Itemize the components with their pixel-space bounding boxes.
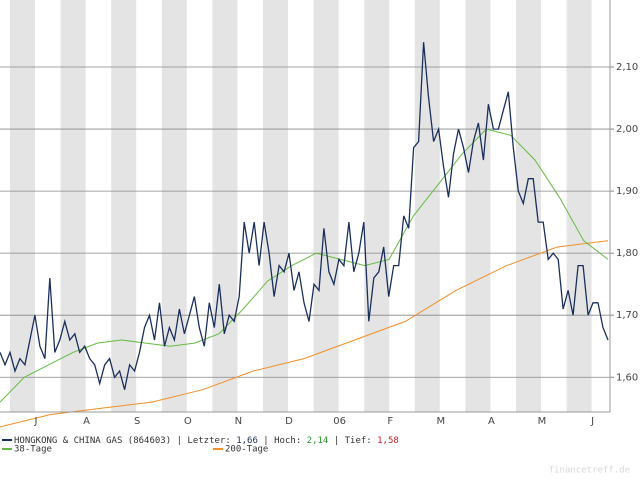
x-tick-label: D	[285, 416, 293, 427]
stripe	[414, 0, 440, 412]
stripe	[566, 0, 592, 412]
legend-swatch	[2, 448, 12, 450]
legend-text: HONGKONG & CHINA GAS (864603) | Letzter:…	[14, 436, 399, 446]
legend-part: Tief:	[345, 436, 372, 446]
legend-part: Letzter:	[187, 436, 230, 446]
x-tick-label: S	[134, 416, 140, 427]
y-tick-label: 2,00	[616, 124, 638, 135]
y-tick-label: 1,80	[616, 248, 638, 259]
stripe	[364, 0, 390, 412]
x-tick-label: O	[184, 416, 192, 427]
plot-background	[0, 0, 610, 412]
lines	[0, 42, 609, 428]
y-tick-label: 1,90	[616, 186, 638, 197]
x-tick-label: N	[235, 416, 242, 427]
stripe	[465, 0, 491, 412]
legend-part: |	[334, 436, 339, 446]
stripe	[161, 0, 187, 412]
line	[0, 240, 609, 428]
stat-value: 1,66	[236, 436, 258, 446]
legend-part: |	[177, 436, 182, 446]
legend-part: |	[263, 436, 268, 446]
stripe	[263, 0, 288, 412]
x-tick-label: J	[34, 416, 38, 427]
stripes	[10, 0, 592, 412]
x-tick-label: A	[83, 416, 90, 427]
line	[0, 42, 609, 390]
stripe	[60, 0, 86, 412]
y-tick-label: 1,60	[616, 372, 638, 383]
x-tick-label: M	[436, 416, 445, 427]
stripe	[516, 0, 541, 412]
y-tick-label: 1,70	[616, 310, 638, 321]
source: financetreff.de	[549, 466, 630, 476]
x-tick-label: F	[387, 416, 393, 427]
stripe	[111, 0, 137, 412]
stripe	[10, 0, 35, 412]
x-tick-label: 06	[333, 416, 346, 427]
x-tick-label: M	[538, 416, 547, 427]
legend-swatch	[2, 439, 12, 441]
legend-text: 38-Tage	[14, 445, 52, 455]
x-tick-label: J	[590, 416, 594, 427]
x-tick-label: A	[488, 416, 495, 427]
line	[0, 128, 609, 403]
stripe	[313, 0, 339, 412]
labels: J A S O N D 06 F M A M J 1,60 1,70 1,80 1,90 2,00 2,10	[34, 62, 639, 427]
y-tick-label: 2,10	[616, 62, 638, 73]
legend-part: Hoch:	[274, 436, 301, 446]
stripe	[212, 0, 238, 412]
stat-value: 1,58	[377, 436, 399, 446]
legend-part: HONGKONG & CHINA GAS (864603)	[14, 436, 171, 446]
stat-value: 2,14	[307, 436, 329, 446]
legend-text: 200-Tage	[225, 445, 268, 455]
legend-swatch	[213, 448, 223, 450]
